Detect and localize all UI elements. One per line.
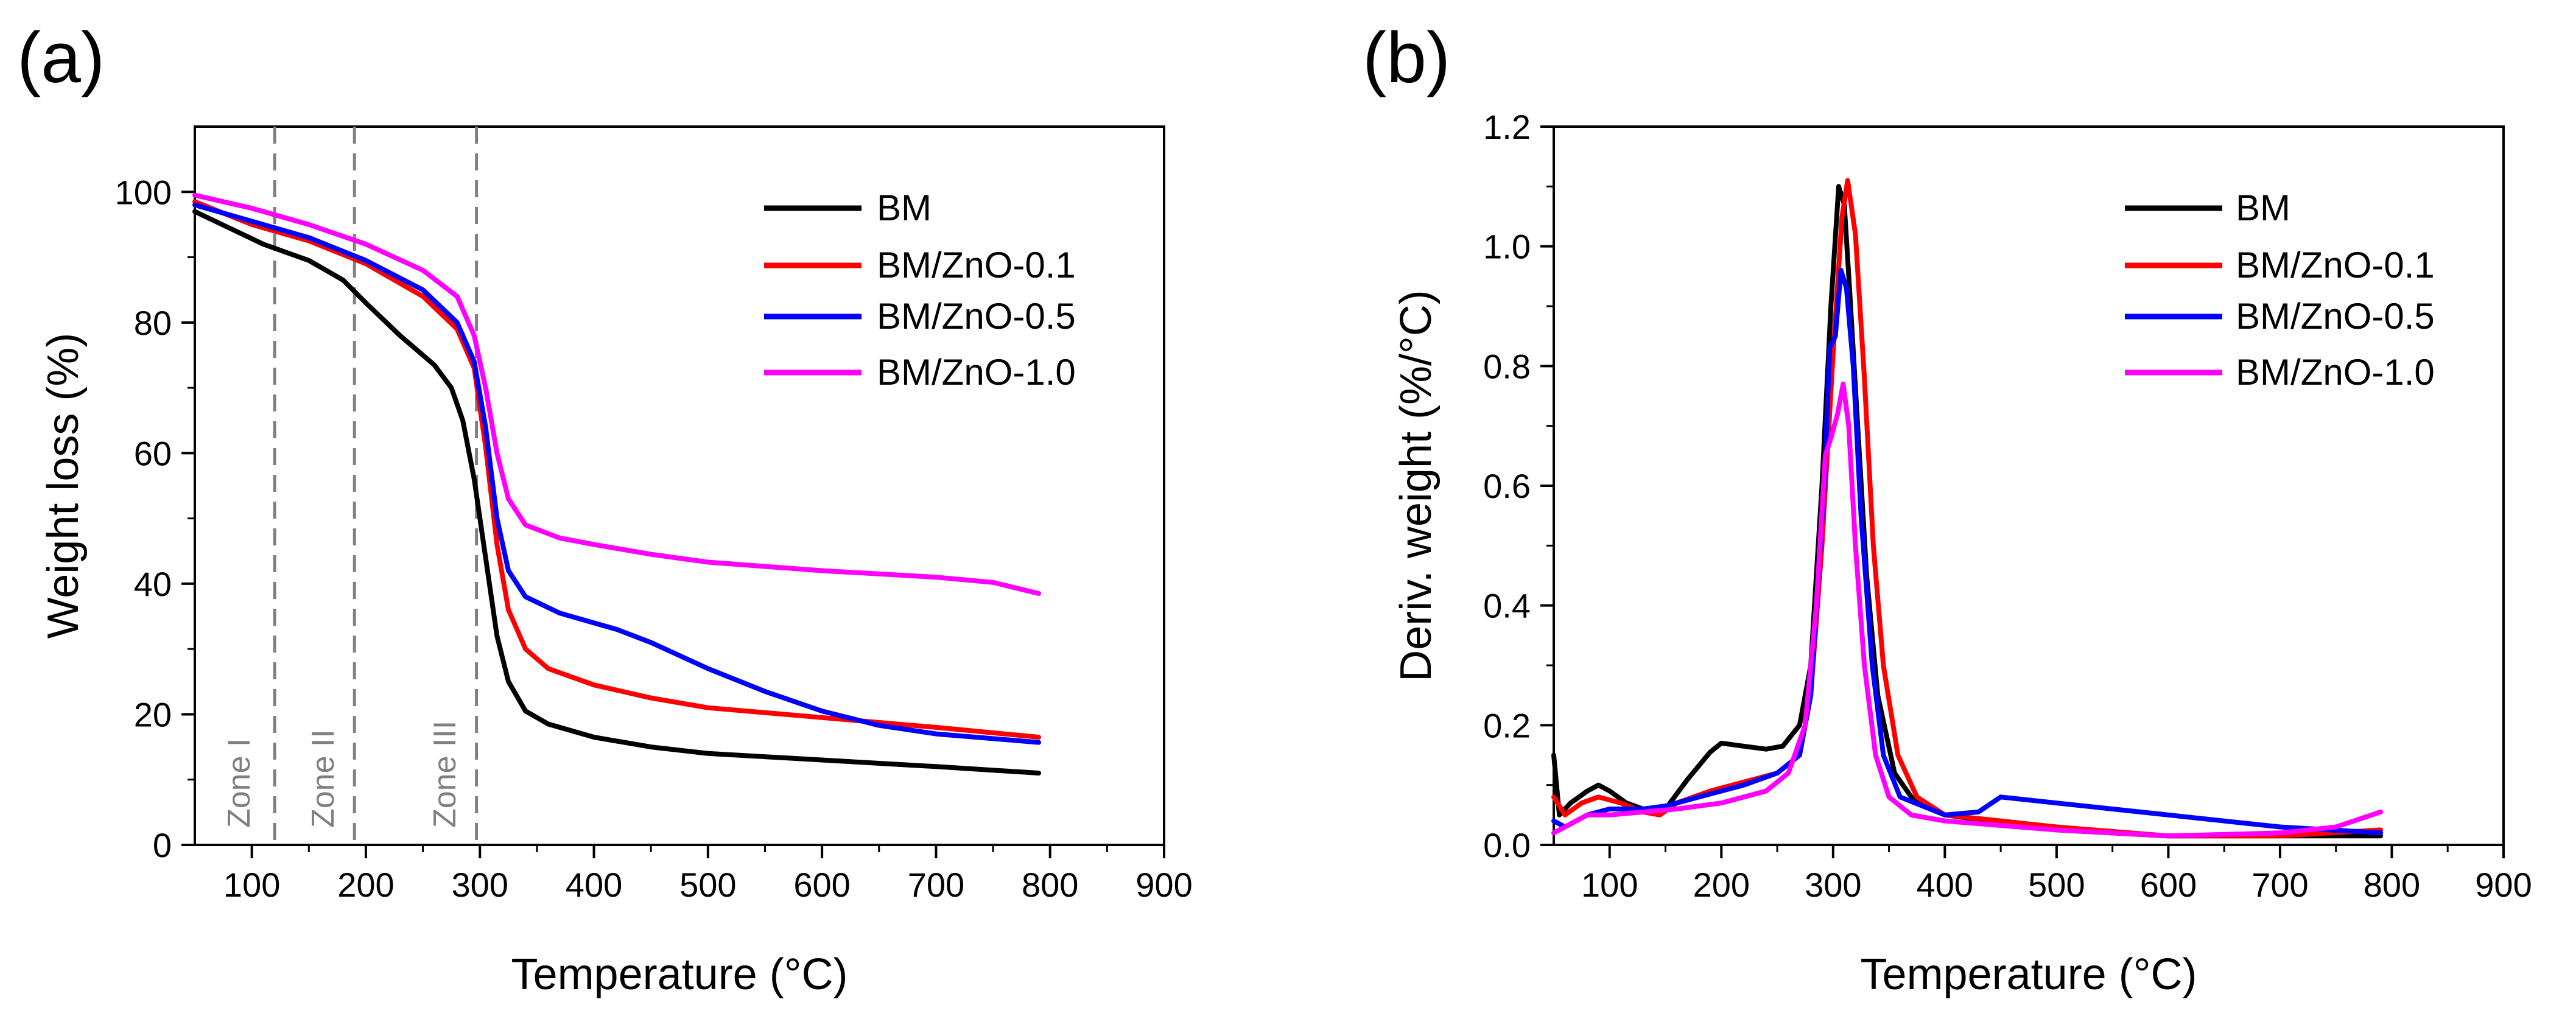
panel-a-series xyxy=(192,192,1041,776)
legend-b-label-zno-0-1: BM/ZnO-0.1 xyxy=(2236,245,2435,285)
y-tick-label: 60 xyxy=(134,434,172,472)
panel-a: (a) 100 200 300 400 500 600 700 800 900 0 20 40 60 80… xyxy=(17,18,1193,999)
y-tick-label: 100 xyxy=(115,173,172,211)
y-tick-label: 20 xyxy=(134,695,172,734)
x-tick-label: 800 xyxy=(2364,866,2420,904)
x-tick-label: 100 xyxy=(1581,866,1638,904)
x-tick-label: 400 xyxy=(566,866,622,904)
legend-b-label-zno-1-0: BM/ZnO-1.0 xyxy=(2236,352,2435,393)
panel-a-y-axis-title: Weight loss (%) xyxy=(39,333,88,639)
series-line-a-bm-zno-0-1 xyxy=(192,199,1041,740)
series-line-a-bm xyxy=(192,209,1041,776)
series-line-b-bm-zno-1-0 xyxy=(1551,381,2384,839)
legend-a-label-zno-1-0: BM/ZnO-1.0 xyxy=(877,352,1076,393)
zone-1-label: Zone I xyxy=(222,738,257,828)
panel-b-x-axis-title: Temperature (°C) xyxy=(1861,950,2197,999)
y-tick-label: 1.2 xyxy=(1483,108,1531,146)
series-line-a-bm-zno-1-0 xyxy=(192,192,1041,596)
x-tick-label: 500 xyxy=(2028,866,2085,904)
x-tick-label: 300 xyxy=(452,866,508,904)
legend-a-label-bm: BM xyxy=(877,187,932,228)
y-tick-label: 0.8 xyxy=(1483,347,1531,385)
panel-a-legend: BM BM/ZnO-0.1 BM/ZnO-0.5 BM/ZnO-1.0 xyxy=(764,187,1076,393)
zone-3-label: Zone III xyxy=(427,721,463,828)
legend-b-label-zno-0-5: BM/ZnO-0.5 xyxy=(2236,296,2435,337)
y-tick-label: 0.6 xyxy=(1483,467,1531,505)
legend-a-label-zno-0-5: BM/ZnO-0.5 xyxy=(877,296,1076,337)
panel-b-legend: BM BM/ZnO-0.1 BM/ZnO-0.5 BM/ZnO-1.0 xyxy=(2125,187,2435,393)
x-tick-label: 700 xyxy=(2251,866,2308,904)
x-tick-label: 800 xyxy=(1022,866,1078,904)
panel-b-y-axis-title: Deriv. weight (%/°C) xyxy=(1392,290,1441,682)
x-tick-label: 400 xyxy=(1917,866,1973,904)
y-tick-label: 0 xyxy=(153,826,172,864)
panel-b-label: (b) xyxy=(1363,18,1450,98)
x-tick-label: 200 xyxy=(1693,866,1750,904)
x-tick-label: 300 xyxy=(1805,866,1861,904)
legend-a-label-zno-0-1: BM/ZnO-0.1 xyxy=(877,245,1076,285)
panel-a-frame xyxy=(194,125,1165,846)
panel-a-label: (a) xyxy=(17,18,105,98)
zone-2-label: Zone II xyxy=(306,729,341,828)
y-tick-label: 0.0 xyxy=(1483,826,1531,864)
x-tick-label: 100 xyxy=(223,866,280,904)
y-tick-label: 40 xyxy=(134,565,172,603)
panel-a-ticks: 100 200 300 400 500 600 700 800 900 0 20 40 60 80 100 xyxy=(115,173,1193,904)
panel-b-ticks: 100 200 300 400 500 600 700 800 900 0.0 0.2 0.4 0.6 0… xyxy=(1483,108,2532,904)
series-line-b-bm-zno-0-5 xyxy=(1551,268,2384,836)
x-tick-label: 900 xyxy=(1135,866,1192,904)
x-tick-label: 600 xyxy=(2140,866,2197,904)
x-tick-label: 500 xyxy=(679,866,736,904)
x-tick-label: 700 xyxy=(908,866,964,904)
series-line-a-bm-zno-0-5 xyxy=(192,202,1041,745)
y-tick-label: 1.0 xyxy=(1483,228,1531,266)
panel-b-series xyxy=(1551,178,2384,839)
legend-b-label-bm: BM xyxy=(2236,187,2290,228)
x-tick-label: 200 xyxy=(337,866,394,904)
x-tick-label: 600 xyxy=(793,866,850,904)
panel-a-x-axis-title: Temperature (°C) xyxy=(511,950,848,999)
y-tick-label: 0.4 xyxy=(1483,587,1531,625)
y-tick-label: 0.2 xyxy=(1483,706,1531,744)
x-tick-label: 900 xyxy=(2475,866,2532,904)
panel-b: (b) 100 200 300 400 500 600 700 800 900 0.0 0.2 0.4… xyxy=(1363,18,2532,999)
y-tick-label: 80 xyxy=(134,304,172,342)
series-line-b-bm xyxy=(1551,184,2384,839)
